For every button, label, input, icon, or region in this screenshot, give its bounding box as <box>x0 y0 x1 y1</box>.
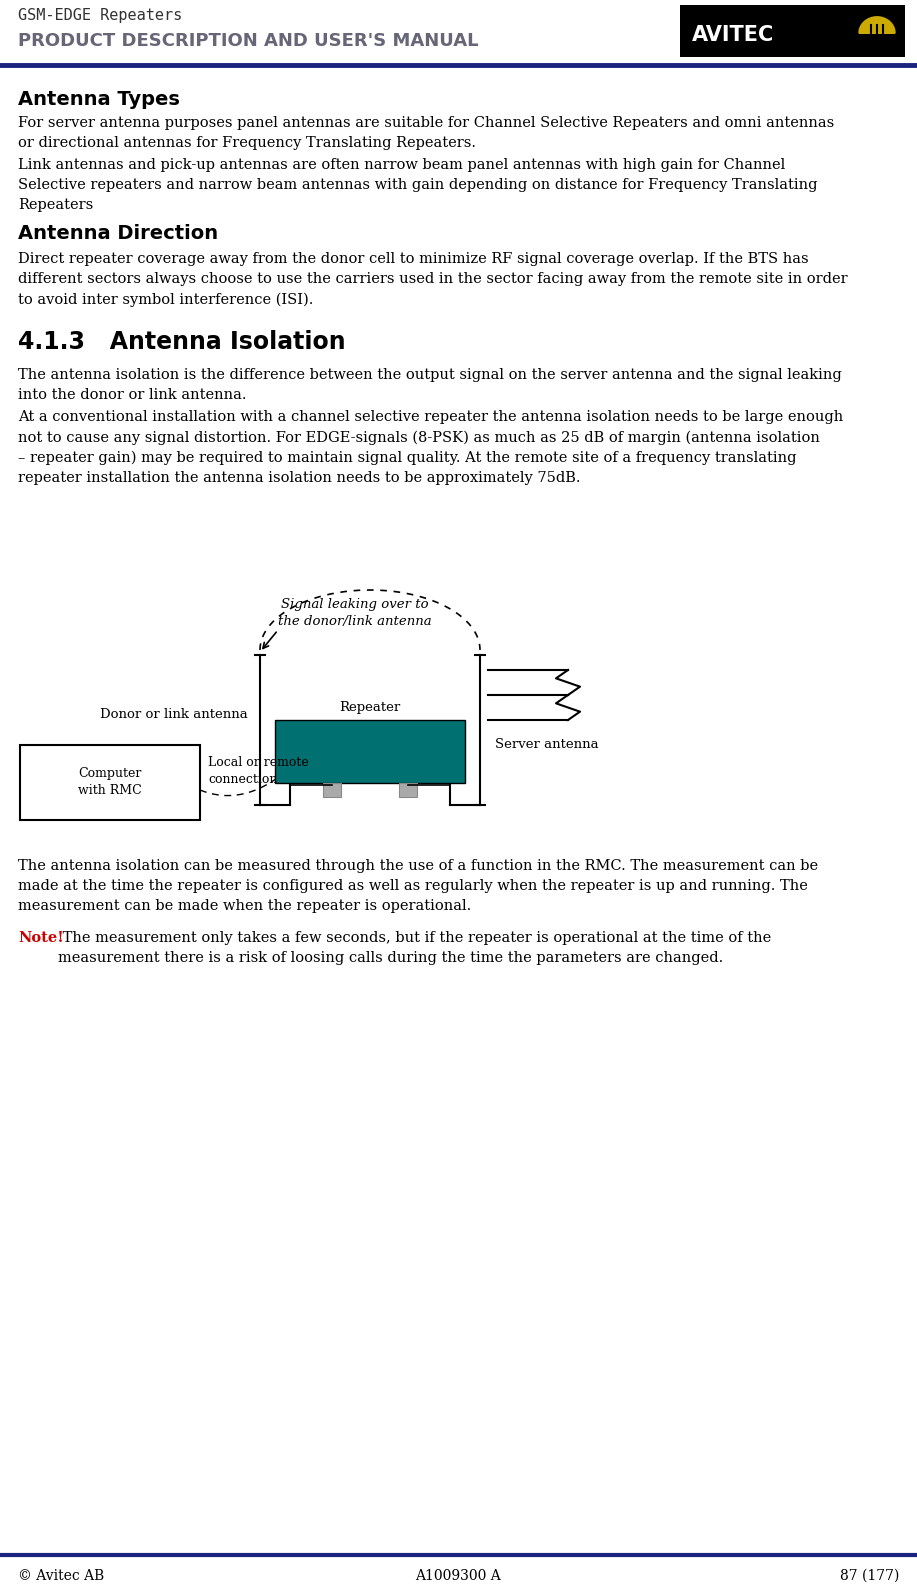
Text: The measurement only takes a few seconds, but if the repeater is operational at : The measurement only takes a few seconds… <box>58 931 771 965</box>
Bar <box>399 783 417 798</box>
Text: Antenna Types: Antenna Types <box>18 91 180 110</box>
Text: GSM-EDGE Repeaters: GSM-EDGE Repeaters <box>18 8 182 22</box>
Text: The antenna isolation can be measured through the use of a function in the RMC. : The antenna isolation can be measured th… <box>18 860 818 914</box>
Bar <box>680 5 905 57</box>
Text: 87 (177): 87 (177) <box>840 1568 899 1583</box>
Text: © Avitec AB: © Avitec AB <box>18 1568 105 1583</box>
Polygon shape <box>859 17 895 33</box>
Text: 4.1.3   Antenna Isolation: 4.1.3 Antenna Isolation <box>18 331 346 354</box>
Text: Signal leaking over to
the donor/link antenna: Signal leaking over to the donor/link an… <box>278 597 432 628</box>
Text: Computer
with RMC: Computer with RMC <box>78 767 142 798</box>
Text: For server antenna purposes panel antennas are suitable for Channel Selective Re: For server antenna purposes panel antenn… <box>18 116 834 149</box>
Text: Local or remote
connection: Local or remote connection <box>208 756 309 787</box>
Bar <box>275 720 465 783</box>
Text: Direct repeater coverage away from the donor cell to minimize RF signal coverage: Direct repeater coverage away from the d… <box>18 253 847 307</box>
Text: A1009300 A: A1009300 A <box>415 1568 501 1583</box>
Text: Note!: Note! <box>18 931 64 945</box>
Text: Link antennas and pick-up antennas are often narrow beam panel antennas with hig: Link antennas and pick-up antennas are o… <box>18 157 817 211</box>
Text: Donor or link antenna: Donor or link antenna <box>100 709 248 721</box>
Text: At a conventional installation with a channel selective repeater the antenna iso: At a conventional installation with a ch… <box>18 410 844 485</box>
Bar <box>20 745 200 820</box>
Text: The antenna isolation is the difference between the output signal on the server : The antenna isolation is the difference … <box>18 369 842 402</box>
Text: PRODUCT DESCRIPTION AND USER'S MANUAL: PRODUCT DESCRIPTION AND USER'S MANUAL <box>18 32 479 49</box>
Text: Server antenna: Server antenna <box>495 739 599 752</box>
Text: Antenna Direction: Antenna Direction <box>18 224 218 243</box>
Bar <box>323 783 341 798</box>
Text: Repeater: Repeater <box>339 701 401 713</box>
Text: AVITEC: AVITEC <box>692 25 774 44</box>
